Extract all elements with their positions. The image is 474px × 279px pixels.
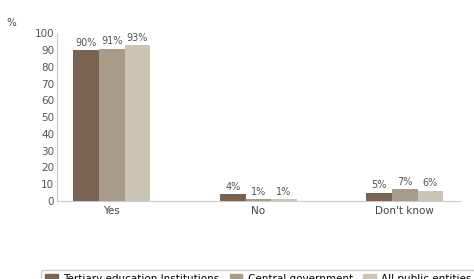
Text: %: % [7, 18, 17, 28]
Bar [125, 45, 150, 201]
Bar [246, 199, 271, 201]
Bar [73, 50, 99, 201]
Text: 1%: 1% [251, 187, 266, 197]
Bar [392, 189, 418, 201]
Bar [366, 193, 392, 201]
Bar [99, 49, 125, 201]
Text: 90%: 90% [75, 38, 97, 48]
Text: 1%: 1% [276, 187, 292, 197]
Text: 91%: 91% [101, 36, 122, 46]
Text: 5%: 5% [372, 180, 387, 190]
Bar [271, 199, 297, 201]
Text: 93%: 93% [127, 33, 148, 43]
Bar [418, 191, 443, 201]
Text: 7%: 7% [397, 177, 412, 187]
Text: 4%: 4% [225, 182, 240, 192]
Bar [220, 194, 246, 201]
Text: 6%: 6% [423, 178, 438, 188]
Legend: Tertiary education Institutions, Central government, All public entities: Tertiary education Institutions, Central… [41, 270, 474, 279]
